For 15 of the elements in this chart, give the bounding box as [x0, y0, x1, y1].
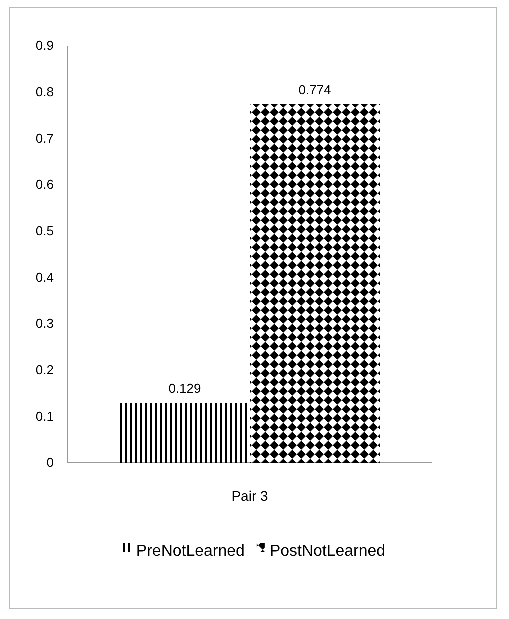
y-tick-label: 0.6: [36, 177, 54, 192]
y-tick-label: 0.9: [36, 38, 54, 54]
legend-label: PreNotLearned: [136, 543, 245, 560]
legend-label: PostNotLearned: [270, 543, 386, 560]
y-tick-label: 0.4: [36, 270, 54, 285]
y-tick-label: 0.2: [36, 362, 54, 378]
y-tick-label: 0.3: [36, 316, 54, 332]
y-tick-label: 0.1: [36, 408, 54, 424]
y-tick-label: 0.7: [36, 130, 54, 146]
y-tick-label: 0.8: [36, 84, 54, 100]
data-label: 0.774: [298, 82, 332, 98]
x-tick-label: Pair 3: [232, 488, 268, 504]
y-tick-label: 0: [46, 455, 54, 470]
y-tick-label: 0.5: [36, 223, 54, 238]
data-label: 0.129: [168, 381, 202, 396]
